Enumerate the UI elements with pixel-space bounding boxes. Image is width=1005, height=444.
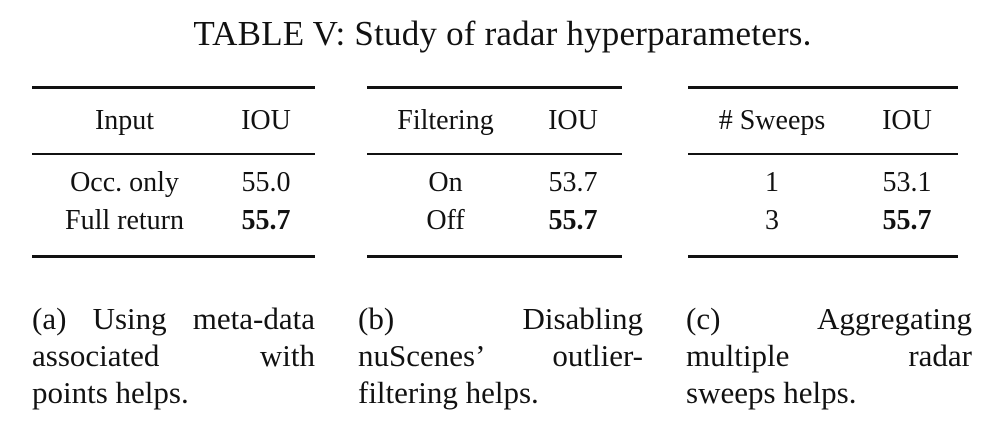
bottom-rule	[688, 254, 958, 258]
table-a: Input IOU	[32, 89, 315, 153]
top-rule	[32, 86, 315, 89]
table-c-body: 1 53.1 3 55.7	[688, 155, 958, 243]
header-iou: IOU	[241, 105, 291, 136]
subtable-a: Input IOU Occ. only 55.0 Full return 55.…	[32, 86, 315, 258]
cell-iou-best: 55.7	[882, 204, 932, 236]
top-rule	[367, 86, 622, 89]
header-iou: IOU	[548, 105, 598, 136]
cell-sweeps: 3	[765, 204, 779, 236]
caption-line: points helps.	[32, 375, 189, 410]
bottom-rule	[367, 254, 622, 258]
header-sweeps: # Sweeps	[718, 105, 826, 136]
table-row: 3 55.7	[688, 199, 958, 243]
caption-line: multiple radar	[686, 338, 972, 373]
table-a-body: Occ. only 55.0 Full return 55.7	[32, 155, 315, 243]
subtable-c: # Sweeps IOU 1 53.1 3 55.7	[688, 86, 958, 258]
caption-line: (b) Disabling	[358, 301, 643, 336]
subtable-b: Filtering IOU On 53.7 Off 55.7	[367, 86, 622, 258]
table-title: TABLE V: Study of radar hyperparameters.	[193, 14, 812, 53]
caption-c: (c) Aggregating multiple radar sweeps he…	[686, 300, 972, 411]
header-input: Input	[94, 105, 155, 136]
top-rule	[688, 86, 958, 89]
mid-rule	[688, 153, 958, 155]
cell-iou-best: 55.7	[241, 204, 291, 236]
cell-filtering: Off	[426, 204, 465, 236]
mid-rule	[367, 153, 622, 155]
bottom-rule	[32, 254, 315, 258]
header-row: Filtering IOU	[367, 89, 622, 153]
caption-b: (b) Disabling nuScenes’ outlier- filteri…	[358, 300, 643, 411]
mid-rule	[32, 153, 315, 155]
table-row: Full return 55.7	[32, 199, 315, 243]
header-filtering: Filtering	[397, 105, 494, 136]
cell-iou-best: 55.7	[548, 204, 598, 236]
caption-line: filtering helps.	[358, 375, 539, 410]
table-row: On 53.7	[367, 155, 622, 199]
table-b-body: On 53.7 Off 55.7	[367, 155, 622, 243]
table-row: 1 53.1	[688, 155, 958, 199]
table-c: # Sweeps IOU	[688, 89, 958, 153]
table-row: Occ. only 55.0	[32, 155, 315, 199]
caption-line: sweeps helps.	[686, 375, 857, 410]
cell-filtering: On	[428, 166, 463, 198]
cell-iou: 55.0	[241, 166, 291, 198]
cell-sweeps: 1	[765, 166, 779, 198]
cell-input: Full return	[65, 204, 184, 236]
caption-line: nuScenes’ outlier-	[358, 338, 643, 373]
caption-a: (a) Using meta-data associated with poin…	[32, 300, 315, 411]
caption-line: associated with	[32, 338, 315, 373]
header-row: # Sweeps IOU	[688, 89, 958, 153]
table-b: Filtering IOU	[367, 89, 622, 153]
cell-input: Occ. only	[70, 166, 179, 198]
cell-iou: 53.7	[548, 166, 598, 198]
cell-iou: 53.1	[882, 166, 932, 198]
header-iou: IOU	[882, 105, 932, 136]
caption-line: (c) Aggregating	[686, 301, 972, 336]
caption-line: (a) Using meta-data	[32, 301, 315, 336]
table-row: Off 55.7	[367, 199, 622, 243]
header-row: Input IOU	[32, 89, 315, 153]
